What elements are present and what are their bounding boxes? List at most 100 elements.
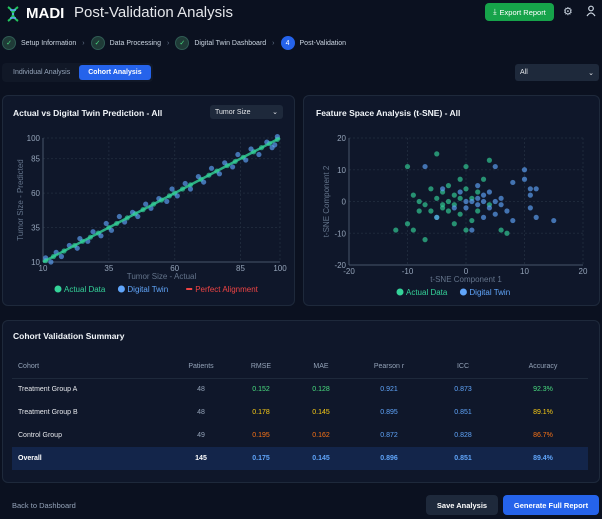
digital-twin-point (174, 193, 180, 199)
tab-cohort-analysis[interactable]: Cohort Analysis (79, 65, 151, 80)
legend-dot-icon (117, 285, 125, 293)
digital-twin-point (463, 198, 469, 205)
step-setup-information[interactable]: ✓ Setup Information (2, 36, 76, 50)
analysis-tabs: Individual Analysis Cohort Analysis (2, 63, 153, 82)
table-cell: 49 (197, 432, 205, 439)
digital-twin-point (187, 186, 194, 192)
actual-data-point (451, 221, 457, 227)
back-to-dashboard-link[interactable]: Back to Dashboard (12, 501, 76, 510)
digital-twin-point (201, 179, 207, 185)
digital-twin-point (457, 189, 463, 195)
summary-title: Cohort Validation Summary (13, 331, 125, 341)
column-header: MAE (292, 356, 350, 379)
digital-twin-point (216, 171, 223, 177)
cohort-summary-panel (2, 320, 600, 483)
actual-data-point (416, 208, 422, 214)
digital-twin-point (440, 186, 446, 192)
table-cell: 92.3% (533, 386, 553, 394)
y-tick-label: 0 (342, 198, 347, 207)
x-tick-label: 35 (104, 264, 113, 273)
legend-label[interactable]: Actual Data (64, 285, 106, 294)
table-cell: 0.175 (252, 455, 270, 462)
tab-individual-analysis[interactable]: Individual Analysis (13, 69, 71, 76)
digital-twin-point (533, 186, 539, 192)
digital-twin-point (480, 192, 487, 198)
digital-twin-point (143, 201, 149, 207)
digital-twin-point (272, 142, 278, 148)
table-cell: 0.162 (312, 432, 330, 439)
table-cell: 0.128 (312, 386, 330, 394)
legend-label[interactable]: Actual Data (406, 288, 448, 297)
table-cell: 48 (197, 386, 205, 394)
digital-twin-point (551, 217, 557, 224)
chevron-right-icon: › (166, 39, 170, 47)
table-cell: 86.7% (533, 432, 553, 439)
step-data-processing[interactable]: ✓ Data Processing (90, 36, 161, 50)
table-cell: 0.145 (312, 455, 330, 462)
legend-label[interactable]: Digital Twin (127, 285, 168, 294)
metric-select[interactable]: Tumor Size ⌄ (210, 105, 283, 119)
table-cell: 0.895 (380, 409, 398, 416)
y-tick-label: 60 (31, 189, 40, 198)
gear-icon[interactable]: ⚙ (563, 6, 573, 18)
table-row: Treatment Group B 48 0.178 0.145 0.895 0.851 8… (12, 401, 588, 424)
digital-twin-point (248, 146, 254, 152)
digital-twin-point (108, 227, 115, 233)
check-icon: ✓ (2, 36, 16, 50)
table-cell: 0.873 (454, 386, 472, 394)
step-post-validation[interactable]: 4 Post-Validation (280, 36, 346, 50)
digital-twin-point (492, 163, 498, 170)
digital-twin-point (169, 186, 175, 192)
digital-twin-point (116, 213, 122, 220)
table-cell: 0.195 (252, 432, 270, 439)
digital-twin-point (434, 214, 440, 220)
actual-data-point (451, 192, 457, 198)
table-cell: 0.896 (380, 455, 398, 462)
y-tick-label: 35 (31, 224, 40, 233)
legend-label[interactable]: Perfect Alignment (195, 285, 258, 294)
digital-twin-point (469, 227, 475, 233)
digital-twin-point (48, 259, 54, 265)
cohort-summary-table: Cohort Patients RMSE MAE Pearson r ICC Accurac… (12, 356, 588, 470)
actual-data-point (434, 151, 440, 157)
digital-twin-point (498, 202, 504, 208)
digital-twin-point (504, 208, 510, 214)
save-analysis-button[interactable]: Save Analysis (426, 495, 498, 515)
x-axis-label: Tumor Size - Actual (127, 272, 197, 281)
x-tick-label: 100 (273, 264, 287, 273)
step-digital-twin-dashboard[interactable]: ✓ Digital Twin Dashboard (175, 36, 266, 50)
y-tick-label: 85 (31, 155, 40, 164)
digital-twin-point (521, 167, 528, 173)
column-header: Cohort (12, 356, 172, 379)
legend-label[interactable]: Digital Twin (469, 288, 510, 297)
check-icon: ✓ (90, 36, 105, 50)
digital-twin-point (475, 183, 481, 189)
column-header: Accuracy (498, 356, 588, 379)
export-report-button[interactable]: ⤓ Export Report (485, 3, 554, 21)
user-icon[interactable] (586, 4, 596, 22)
table-cell: Treatment Group A (18, 386, 78, 394)
table-cell: 89.1% (533, 409, 553, 416)
actual-data-point (428, 186, 434, 192)
actual-data-point (422, 237, 428, 243)
x-tick-label: 60 (170, 264, 179, 273)
cohort-filter-select[interactable]: All ⌄ (515, 64, 599, 81)
digital-twin-point (521, 176, 528, 182)
digital-twin-point (475, 195, 481, 201)
x-tick-label: -20 (343, 267, 355, 276)
actual-data-point (422, 202, 428, 208)
check-icon: ✓ (175, 36, 190, 50)
table-row: Overall 145 0.175 0.145 0.896 0.851 89.4% (12, 447, 588, 470)
table-cell: Control Group (18, 432, 62, 439)
digital-twin-point (230, 164, 236, 170)
digital-twin-point (243, 157, 249, 163)
y-axis-label: t-SNE Component 2 (322, 165, 331, 237)
x-tick-label: 0 (464, 267, 469, 276)
digital-twin-point (527, 205, 533, 211)
generate-full-report-button[interactable]: Generate Full Report (503, 495, 599, 515)
table-cell: 0.851 (454, 455, 472, 462)
legend-dot-icon (54, 285, 62, 293)
x-tick-label: 10 (520, 267, 529, 276)
actual-data-point (404, 221, 411, 227)
y-tick-label: 100 (27, 134, 41, 143)
